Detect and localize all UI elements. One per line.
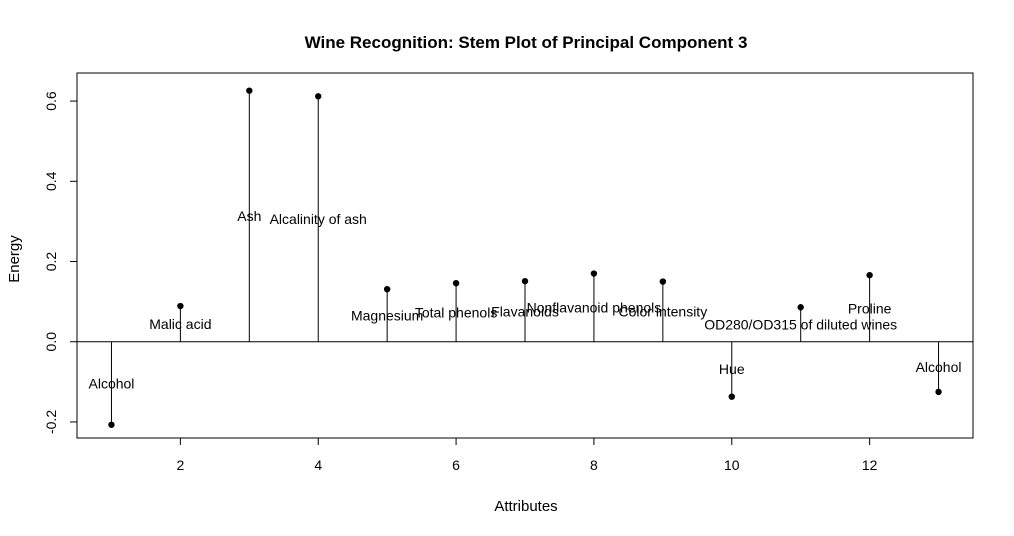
stem-point xyxy=(659,278,667,285)
stem-point xyxy=(383,285,391,293)
stem-point xyxy=(452,279,460,287)
stems xyxy=(108,87,942,428)
stem-point xyxy=(590,270,598,277)
y-tick-label: 0.0 xyxy=(43,332,59,352)
x-tick-label: 6 xyxy=(452,457,460,473)
point-label: Nonflavanoid phenols xyxy=(527,300,662,316)
point-label: Alcalinity of ash xyxy=(270,211,367,227)
x-tick-label: 4 xyxy=(314,457,322,473)
point-label: Proline xyxy=(848,300,892,316)
x-tick-label: 12 xyxy=(862,457,878,473)
point-label: Hue xyxy=(719,361,745,377)
stem-point xyxy=(728,393,735,400)
x-axis-label: Attributes xyxy=(494,498,557,515)
chart-title: Wine Recognition: Stem Plot of Principal… xyxy=(305,33,748,52)
stem-point xyxy=(177,302,184,310)
point-label: Malic acid xyxy=(149,316,211,332)
y-tick-label: 0.2 xyxy=(43,252,59,272)
y-axis: -0.2 0.0 0.2 0.4 0.6 xyxy=(43,91,77,434)
stem-point xyxy=(521,277,529,285)
point-label: OD280/OD315 of diluted wines xyxy=(704,316,897,332)
point-label: Flavanoids xyxy=(491,303,559,319)
stem-point xyxy=(797,304,804,311)
y-tick-label: 0.6 xyxy=(43,91,59,111)
point-label: Magnesium xyxy=(351,307,423,323)
stem-point xyxy=(246,87,253,94)
point-label: Alcohol xyxy=(89,375,135,391)
point-label: Color intensity xyxy=(618,304,707,320)
point-label: Total phenols xyxy=(415,304,498,320)
x-tick-label: 8 xyxy=(590,457,598,473)
stem-point xyxy=(935,388,942,396)
x-axis: 2 4 6 8 10 12 xyxy=(176,438,878,473)
point-label: Ash xyxy=(237,208,261,224)
x-tick-label: 2 xyxy=(176,457,184,473)
y-tick-label: 0.4 xyxy=(43,171,59,191)
x-tick-label: 10 xyxy=(724,457,740,473)
plot-frame xyxy=(76,72,974,439)
point-labels: Alcohol Malic acid Ash Alcalinity of ash Mag… xyxy=(89,208,962,391)
stem-point xyxy=(866,271,873,279)
y-tick-label: -0.2 xyxy=(43,410,59,434)
stem-point xyxy=(315,93,322,100)
y-axis-label: Energy xyxy=(6,235,23,283)
point-label: Alcohol xyxy=(916,359,962,375)
stem-point xyxy=(108,421,115,428)
